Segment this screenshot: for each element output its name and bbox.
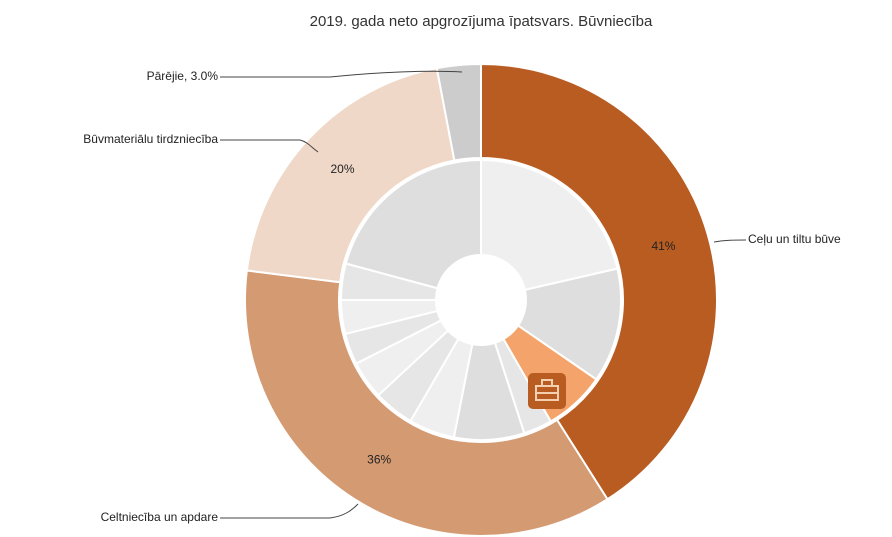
- data-label: 36%: [367, 453, 391, 467]
- outer-segment: [435, 62, 482, 162]
- category-label: Ceļu un tiltu būve: [748, 232, 841, 246]
- data-label: Pārējie, 3.0%: [147, 69, 219, 83]
- data-label: 41%: [651, 239, 675, 253]
- leader-line: [220, 70, 463, 78]
- leader-line: [713, 239, 747, 243]
- inner-segment: [344, 158, 482, 290]
- segment-icon: [528, 373, 566, 409]
- leader-line: [220, 139, 319, 153]
- outer-segment: [244, 269, 609, 537]
- rings: [244, 62, 718, 537]
- category-label: Celtniecība un apdare: [101, 510, 219, 524]
- inner-segment: [516, 267, 622, 381]
- category-label: Būvmateriālu tirdzniecība: [83, 132, 218, 146]
- inner-segment: [480, 158, 619, 292]
- leader-line: [220, 503, 359, 519]
- chart-title: 2019. gada neto apgrozījuma īpatsvars. B…: [310, 13, 653, 30]
- data-label: 20%: [330, 162, 354, 176]
- labels: Ceļu un tiltu būve 41% Celtniecība un apda…: [83, 69, 841, 524]
- outer-segment: [480, 62, 718, 501]
